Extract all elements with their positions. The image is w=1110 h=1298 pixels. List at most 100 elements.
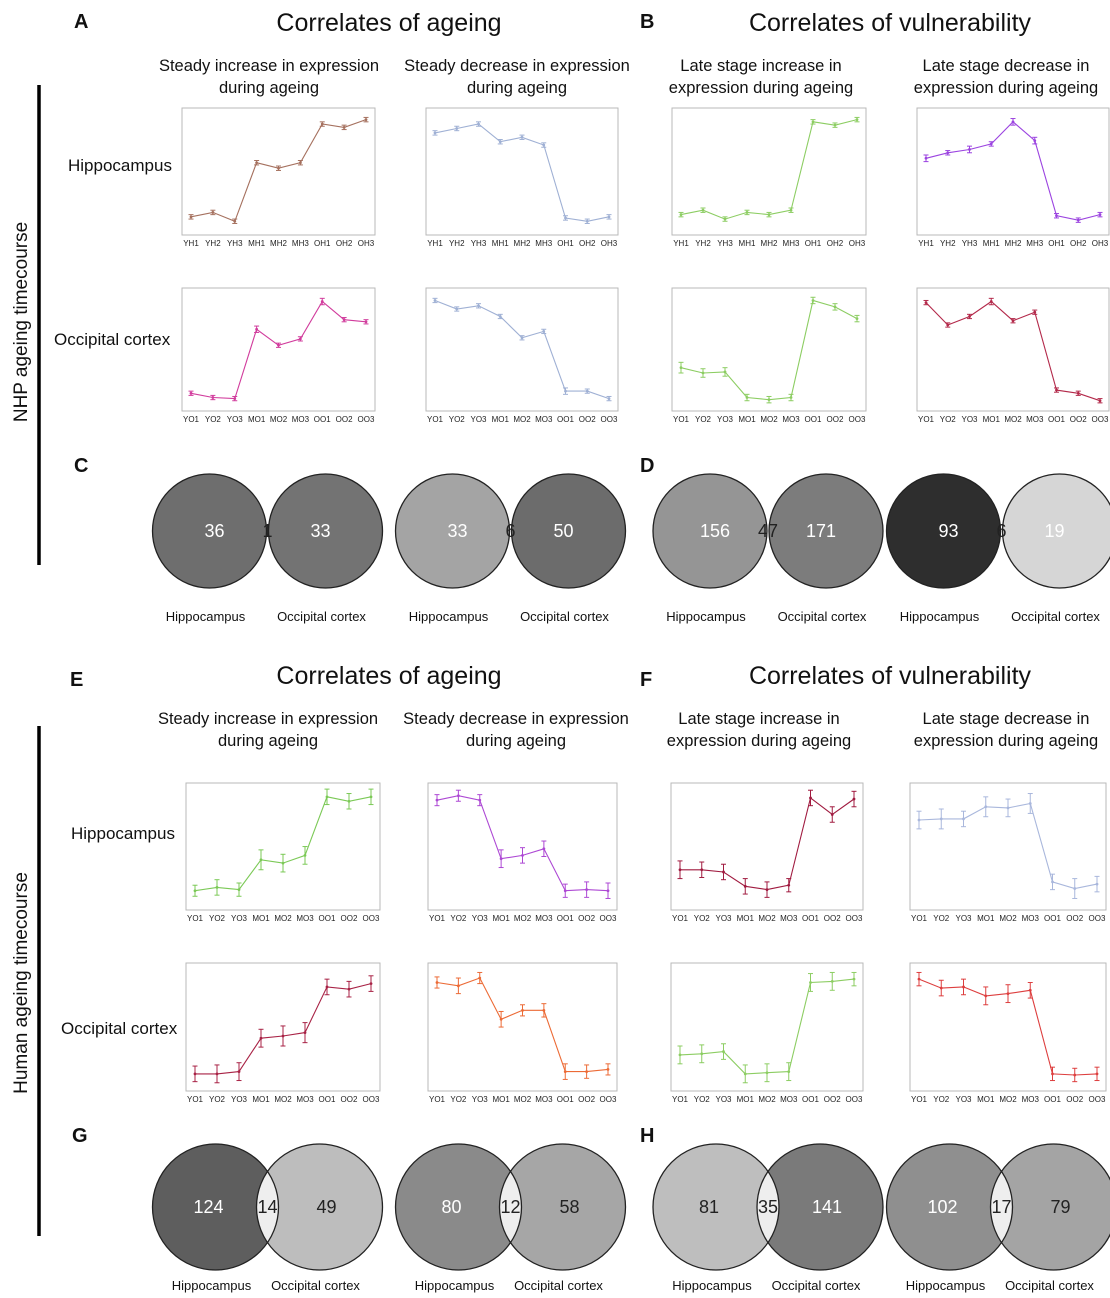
x-tick-label: YO3 xyxy=(717,415,734,424)
x-tick-label: OH3 xyxy=(601,239,618,248)
venn-left-count: 156 xyxy=(700,521,730,541)
venn-left-circle xyxy=(653,1144,779,1270)
data-point xyxy=(789,208,793,212)
x-tick-label: OH3 xyxy=(1092,239,1109,248)
venn-left-count: 102 xyxy=(927,1197,957,1217)
x-tick-label: YO3 xyxy=(955,914,972,923)
venn-right-circle xyxy=(256,1144,383,1270)
line-chart: YO1 YO2 YO3 MO1 MO2 MO3 OO1 OO2 OO3 xyxy=(427,962,618,1104)
data-point xyxy=(364,320,368,324)
venn-right-count: 33 xyxy=(310,521,330,541)
x-tick-label: OO3 xyxy=(1089,914,1106,923)
data-point xyxy=(564,216,567,220)
x-tick-label: YO2 xyxy=(449,415,466,424)
venn-label-occipital-cortex: Occipital cortex xyxy=(271,1278,360,1293)
venn-right-outline xyxy=(768,473,884,589)
data-point xyxy=(542,330,546,333)
data-point xyxy=(723,370,727,374)
venn-right-count: 141 xyxy=(812,1197,842,1217)
venn-diagram: 102 17 79 Hippocampus Occipital cortex xyxy=(885,1143,1110,1293)
data-point xyxy=(830,813,834,816)
data-point xyxy=(1073,887,1077,890)
data-point xyxy=(607,215,611,219)
x-tick-label: OH2 xyxy=(579,239,596,248)
data-point xyxy=(852,797,856,801)
data-point xyxy=(521,1008,524,1012)
data-point xyxy=(342,318,346,322)
x-tick-label: OO2 xyxy=(579,415,596,424)
x-tick-label: MO3 xyxy=(296,1095,314,1104)
x-tick-label: YO1 xyxy=(918,415,935,424)
data-point xyxy=(281,1034,285,1038)
data-point xyxy=(1095,882,1099,886)
x-tick-label: OO3 xyxy=(601,415,618,424)
x-tick-label: OO1 xyxy=(802,1095,819,1104)
x-tick-label: OO3 xyxy=(846,1095,863,1104)
x-tick-label: MH3 xyxy=(1026,239,1043,248)
x-tick-label: OO1 xyxy=(557,1095,574,1104)
x-tick-label: YO2 xyxy=(694,1095,711,1104)
data-point xyxy=(477,304,480,308)
x-tick-label: OO2 xyxy=(578,914,595,923)
subtitle-late-increase-line2: expression during ageing xyxy=(667,732,851,750)
data-point xyxy=(189,215,193,219)
x-tick-label: OO3 xyxy=(363,914,380,923)
data-point xyxy=(809,981,812,984)
line-chart: YO1 YO2 YO3 MO1 MO2 MO3 OO1 OO2 OO3 xyxy=(181,287,376,424)
venn-right-outline xyxy=(510,473,627,589)
data-point xyxy=(347,799,351,803)
venn-left-outline xyxy=(151,473,268,589)
data-point xyxy=(563,889,567,893)
line-chart: YO1 YO2 YO3 MO1 MO2 MO3 OO1 OO2 OO3 xyxy=(909,962,1107,1104)
venn-left-circle xyxy=(152,1144,279,1270)
data-point xyxy=(255,327,259,331)
x-tick-label: MO1 xyxy=(252,914,270,923)
data-point xyxy=(1055,388,1058,392)
x-tick-label: OH2 xyxy=(1070,239,1087,248)
data-point xyxy=(277,166,280,170)
x-tick-label: OO2 xyxy=(827,415,844,424)
venn-right-count: 19 xyxy=(1044,521,1064,541)
data-point xyxy=(542,1008,546,1012)
venn-overlap-count: 47 xyxy=(758,521,778,541)
data-point xyxy=(277,343,280,347)
data-point xyxy=(542,143,546,147)
x-tick-label: MH2 xyxy=(1005,239,1022,248)
line-chart: YO1 YO2 YO3 MO1 MO2 MO3 OO1 OO2 OO3 xyxy=(670,782,864,923)
data-point xyxy=(745,396,749,399)
panel-letter-a: A xyxy=(74,11,88,33)
x-tick-label: MO3 xyxy=(780,1095,798,1104)
x-tick-label: YO1 xyxy=(429,1095,446,1104)
data-point xyxy=(325,795,329,799)
subtitle-late-decrease-line1: Late stage decrease in xyxy=(923,57,1090,75)
x-tick-label: YO1 xyxy=(911,914,928,923)
row-label-hippocampus-nhp: Hippocampus xyxy=(68,156,172,175)
data-point xyxy=(211,211,215,214)
venn-left-outline xyxy=(885,1143,1014,1271)
x-tick-label: YO1 xyxy=(183,415,200,424)
data-point xyxy=(1006,992,1010,996)
subtitle-steady-decrease-line1: Steady decrease in expression xyxy=(403,710,629,728)
data-point xyxy=(701,371,705,375)
plot-frame xyxy=(427,962,618,1092)
x-tick-label: YO1 xyxy=(911,1095,928,1104)
plot-frame xyxy=(671,287,867,412)
x-tick-label: OO1 xyxy=(319,1095,336,1104)
venn-right-outline xyxy=(267,473,384,589)
data-point xyxy=(962,985,965,989)
x-tick-label: MO2 xyxy=(999,914,1017,923)
side-label-nhp: NHP ageing timecourse xyxy=(11,222,32,422)
x-tick-label: YO2 xyxy=(209,914,226,923)
x-tick-label: YH2 xyxy=(940,239,956,248)
data-point xyxy=(255,161,259,165)
heading-ageing-nhp: Correlates of ageing xyxy=(276,9,501,37)
line-chart: YO1 YO2 YO3 MO1 MO2 MO3 OO1 OO2 OO3 xyxy=(670,962,864,1104)
x-tick-label: OH3 xyxy=(358,239,375,248)
venn-right-circle xyxy=(990,1144,1110,1270)
data-point xyxy=(855,317,859,320)
line-chart: YH1 YH2 YH3 MH1 MH2 MH3 OH1 OH2 OH3 xyxy=(181,107,376,248)
venn-label-hippocampus: Hippocampus xyxy=(409,609,489,624)
data-point xyxy=(1098,399,1102,403)
plot-frame xyxy=(909,962,1107,1092)
